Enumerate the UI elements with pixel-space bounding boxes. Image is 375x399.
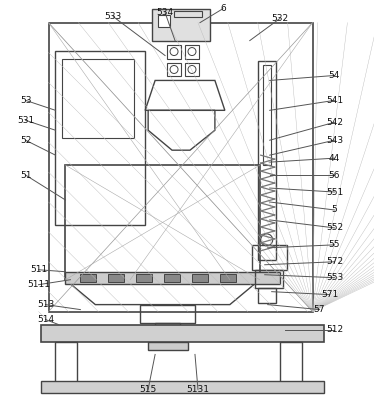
Text: 532: 532 — [271, 14, 288, 23]
Bar — [40, 324, 324, 342]
Bar — [185, 45, 199, 59]
Bar — [63, 59, 134, 138]
Text: 5131: 5131 — [186, 385, 210, 394]
Text: 543: 543 — [326, 136, 343, 145]
Bar — [56, 342, 77, 384]
Text: 56: 56 — [329, 171, 340, 180]
Text: 44: 44 — [329, 154, 340, 163]
Text: 51: 51 — [20, 171, 32, 180]
Bar — [80, 274, 96, 282]
Text: 542: 542 — [326, 118, 343, 127]
Text: 55: 55 — [329, 240, 340, 249]
Bar — [252, 245, 286, 270]
Text: 553: 553 — [326, 273, 343, 282]
Bar — [258, 288, 276, 302]
Text: 6: 6 — [220, 4, 226, 13]
Bar — [263, 65, 271, 165]
Bar — [174, 11, 202, 17]
Text: 5: 5 — [332, 205, 338, 214]
Bar — [108, 274, 124, 282]
Bar — [220, 274, 236, 282]
Text: 5111: 5111 — [27, 280, 50, 289]
Text: 551: 551 — [326, 188, 343, 197]
Text: 533: 533 — [105, 12, 122, 21]
Bar — [258, 61, 276, 260]
Bar — [280, 342, 302, 384]
Text: 54: 54 — [329, 71, 340, 80]
Bar — [136, 274, 152, 282]
Text: 512: 512 — [326, 325, 343, 334]
Bar — [167, 63, 181, 77]
Bar — [158, 15, 170, 27]
Bar — [66, 165, 260, 280]
Bar — [255, 270, 283, 288]
Bar — [40, 381, 324, 393]
Bar — [56, 51, 145, 225]
Text: 514: 514 — [37, 315, 54, 324]
Text: 572: 572 — [326, 257, 343, 266]
Bar — [48, 23, 312, 312]
Text: 534: 534 — [156, 8, 174, 17]
Text: 52: 52 — [20, 136, 31, 145]
Bar — [148, 342, 188, 350]
Bar — [192, 274, 208, 282]
Bar — [155, 322, 180, 342]
Bar — [140, 304, 195, 322]
Bar — [66, 272, 280, 284]
Text: 531: 531 — [17, 116, 34, 125]
Text: 552: 552 — [326, 223, 343, 232]
Bar — [185, 63, 199, 77]
Text: 53: 53 — [20, 96, 32, 105]
Bar — [164, 274, 180, 282]
Bar — [152, 9, 210, 41]
Text: 513: 513 — [37, 300, 54, 309]
Bar — [167, 45, 181, 59]
Text: 515: 515 — [140, 385, 157, 394]
Text: 571: 571 — [321, 290, 338, 299]
Text: 541: 541 — [326, 96, 343, 105]
Text: 57: 57 — [314, 305, 325, 314]
Text: 511: 511 — [30, 265, 47, 274]
